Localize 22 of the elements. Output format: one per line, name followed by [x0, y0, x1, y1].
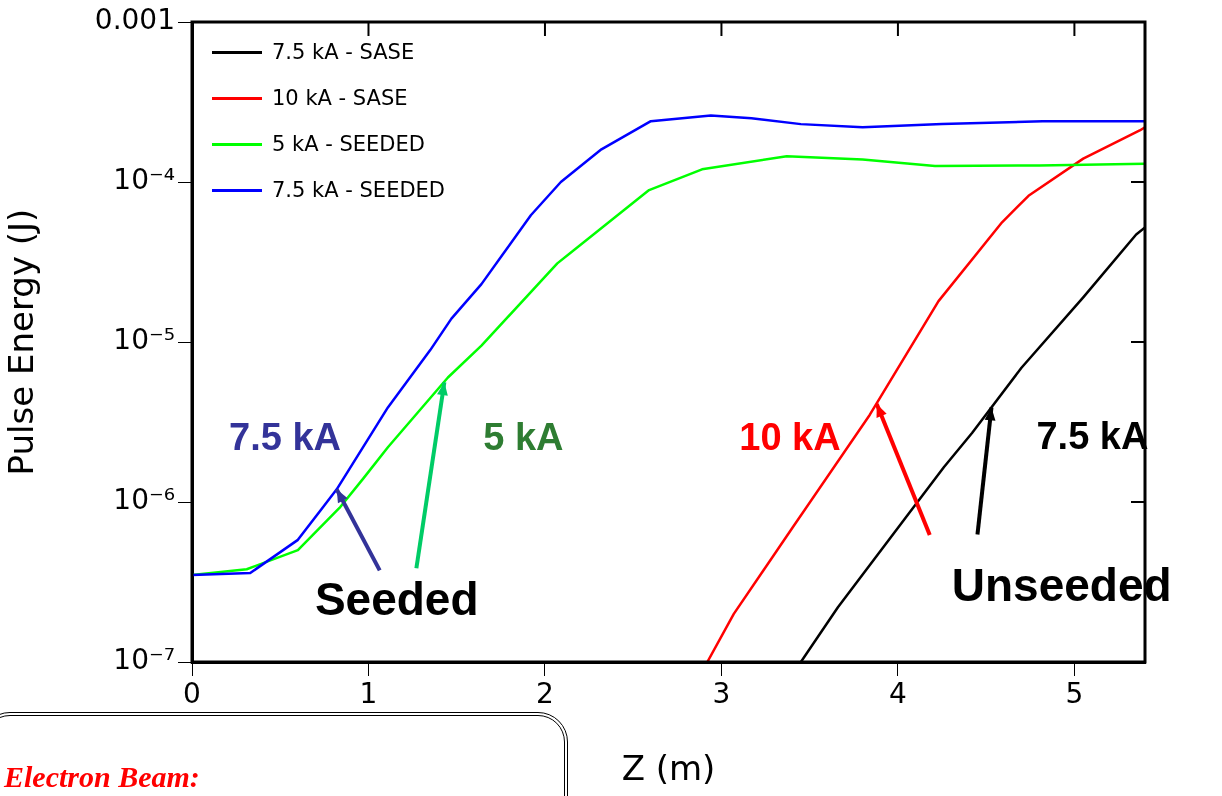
legend-label: 5 kA - SEEDED: [272, 132, 425, 156]
annotation: Seeded: [314, 573, 479, 626]
y-tick-label: 0.001: [94, 3, 175, 37]
x-tick-label: 2: [536, 677, 554, 711]
y-tick-label: 10⁻⁴: [113, 163, 175, 197]
x-tick-label: 4: [889, 677, 907, 711]
x-tick-label: 0: [183, 677, 201, 711]
x-tick-label: 3: [712, 677, 731, 711]
annotation: 7.5 kA: [229, 416, 341, 458]
x-tick-label: 1: [359, 677, 378, 711]
y-tick-label: 10⁻⁶: [113, 483, 175, 517]
y-tick-label: 10⁻⁷: [113, 643, 175, 677]
text: Electron Beam:: [4, 760, 200, 794]
legend-label: 7.5 kA - SASE: [272, 40, 415, 64]
legend-label: 10 kA - SASE: [272, 86, 408, 110]
legend-label: 7.5 kA - SEEDED: [272, 178, 446, 202]
y-tick-label: 10⁻⁵: [113, 323, 175, 357]
annotation: 10 kA: [739, 416, 841, 458]
y-axis-title: Pulse Energy (J): [1, 208, 42, 476]
annotation: 5 kA: [483, 416, 564, 459]
x-tick-label: 5: [1065, 677, 1084, 711]
x-axis-title: Z (m): [621, 748, 716, 789]
